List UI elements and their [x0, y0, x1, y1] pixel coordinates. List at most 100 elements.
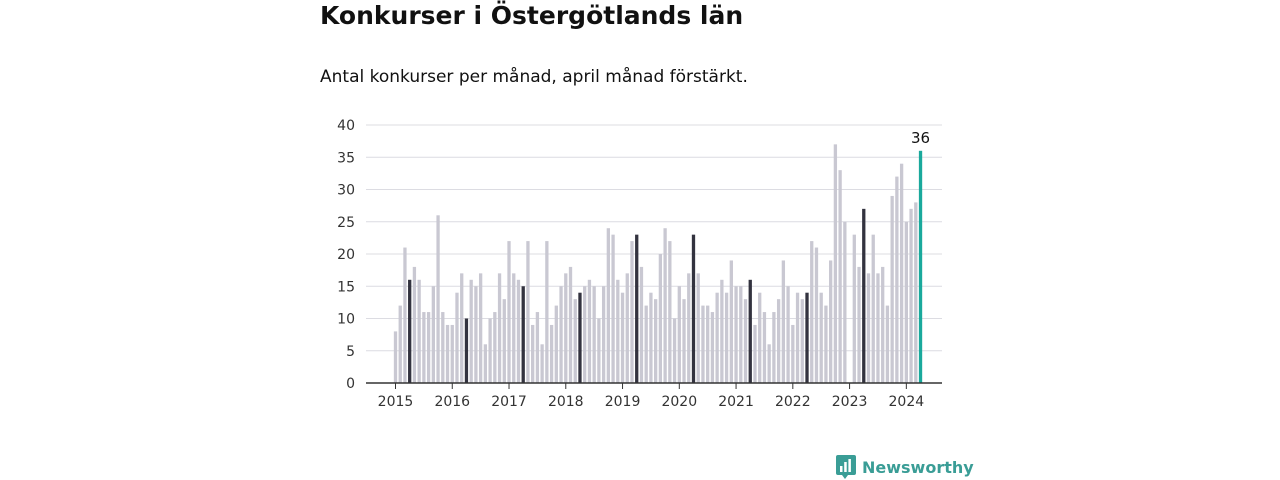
bar [497, 273, 502, 383]
bar [795, 292, 800, 383]
bar [720, 279, 724, 383]
bar [672, 318, 677, 383]
april-bar [408, 279, 412, 383]
bar [696, 273, 700, 383]
bar [753, 324, 757, 383]
bar [549, 324, 554, 383]
bar [597, 318, 601, 383]
bar [729, 260, 733, 383]
bar [819, 292, 823, 383]
x-axis-ticks: 2015 2016 2017 2018 2019 2020 2021 2022 2023 2024 [378, 383, 924, 410]
bar [422, 312, 426, 383]
april-bar [464, 318, 469, 383]
bar [833, 144, 838, 383]
bar [488, 318, 492, 383]
x-tick-label: 2023 [832, 394, 868, 410]
y-tick-label: 30 [337, 183, 355, 199]
chart-subtitle: Antal konkurser per månad, april månad f… [320, 67, 748, 87]
bar [843, 221, 847, 383]
bar [682, 299, 686, 383]
bar [460, 273, 464, 383]
bar [587, 279, 592, 383]
y-tick-label: 0 [346, 376, 355, 392]
bar [502, 299, 506, 383]
bar [583, 286, 587, 383]
bar [512, 273, 516, 383]
y-tick-label: 35 [337, 150, 355, 166]
bar [739, 286, 743, 383]
bar [531, 324, 535, 383]
latest-bar [918, 150, 923, 383]
bar [516, 279, 521, 383]
bar [824, 305, 828, 383]
bar [772, 312, 776, 383]
bar [625, 273, 629, 383]
newsworthy-logo-icon [836, 455, 856, 479]
x-tick-label: 2016 [434, 394, 470, 410]
bar [786, 286, 790, 383]
bar [701, 305, 705, 383]
april-bar [635, 234, 639, 383]
bar [838, 170, 842, 383]
bar [398, 305, 402, 383]
bar [455, 292, 459, 383]
bar [639, 266, 644, 383]
bar [767, 344, 771, 383]
x-tick-label: 2021 [718, 394, 754, 410]
bar [450, 324, 454, 383]
bar [857, 266, 861, 383]
y-tick-label: 20 [337, 247, 355, 263]
bar [743, 299, 748, 383]
april-bar [862, 208, 866, 383]
april-bar [805, 292, 809, 383]
bar [601, 286, 606, 383]
y-tick-label: 5 [346, 344, 355, 360]
bar [483, 344, 488, 383]
bar [554, 305, 558, 383]
x-tick-label: 2018 [548, 394, 584, 410]
bar [781, 260, 786, 383]
april-bar [578, 292, 582, 383]
bar [630, 241, 634, 383]
bar [758, 292, 762, 383]
bar [814, 247, 819, 383]
x-tick-label: 2022 [775, 394, 811, 410]
bar [791, 324, 795, 383]
april-bar [521, 286, 525, 383]
bar [412, 266, 417, 383]
bar [895, 176, 899, 383]
bar [658, 254, 663, 383]
bar [663, 228, 667, 383]
april-bar [691, 234, 696, 383]
bar [899, 163, 904, 383]
april-bar [748, 279, 752, 383]
bar [800, 299, 804, 383]
bar [852, 234, 856, 383]
bar [469, 279, 473, 383]
y-axis-ticks: 0 5 10 15 20 25 30 35 40 [337, 118, 355, 392]
bar [677, 286, 681, 383]
y-tick-label: 15 [337, 279, 355, 295]
bar [568, 266, 573, 383]
bar [909, 208, 913, 383]
bar [668, 241, 672, 383]
bar [710, 312, 715, 383]
bar [403, 247, 407, 383]
bar [616, 279, 620, 383]
bar [393, 331, 398, 383]
y-tick-label: 40 [337, 118, 355, 134]
bar [890, 195, 894, 383]
bar [507, 241, 511, 383]
bar [611, 234, 615, 383]
bar [431, 286, 435, 383]
x-tick-label: 2020 [661, 394, 697, 410]
bar [564, 273, 568, 383]
bar [866, 273, 871, 383]
bar [654, 299, 658, 383]
chart-title: Konkurser i Östergötlands län [320, 1, 744, 30]
bar [687, 273, 691, 383]
bar [871, 234, 875, 383]
bar [762, 312, 767, 383]
x-tick-label: 2019 [605, 394, 641, 410]
bar [441, 312, 445, 383]
